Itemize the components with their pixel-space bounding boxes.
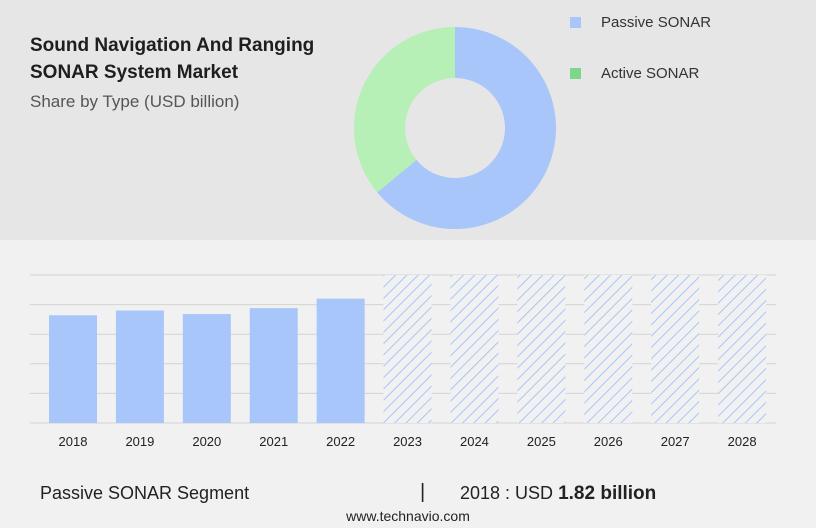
bar-2018 [49, 315, 97, 423]
chart-title: Sound Navigation And Ranging SONAR Syste… [30, 35, 315, 83]
source-credit: www.technavio.com [346, 508, 470, 524]
x-tick-label: 2018 [59, 434, 88, 449]
x-tick-label: 2028 [728, 434, 757, 449]
forecast-bar-2027 [651, 275, 700, 423]
forecast-bar-2024 [450, 275, 499, 423]
x-tick-label: 2022 [326, 434, 355, 449]
footer-value: 1.82 billion [558, 483, 657, 504]
x-tick-label: 2019 [125, 434, 154, 449]
donut-slice-passive [377, 27, 556, 230]
legend-label-passive: Passive SONAR [601, 14, 712, 31]
legend-item-active: Active SONAR [570, 65, 699, 82]
donut-chart [353, 27, 556, 230]
footer-highlight: 2018 : USD 1.82 billion [460, 483, 656, 505]
donut-slice-active [353, 27, 455, 193]
bar-chart: 2018 2019 2020 2021 2022 2023 2024 2025 2026 2027… [30, 274, 776, 449]
forecast-bar-2025 [517, 275, 566, 423]
footer-separator: | [420, 481, 426, 503]
footer-segment: Passive SONAR Segment [40, 483, 250, 503]
legend-label-active: Active SONAR [601, 65, 700, 82]
legend-swatch-passive [570, 17, 581, 28]
x-tick-label: 2026 [594, 434, 623, 449]
forecast-bar-2026 [584, 275, 633, 423]
x-tick-label: 2023 [393, 434, 422, 449]
chart-subtitle: Share by Type (USD billion) [30, 92, 240, 111]
legend-item-passive: Passive SONAR [570, 14, 711, 31]
x-tick-label: 2025 [527, 434, 556, 449]
bar-2019 [115, 310, 164, 423]
bar-2020 [182, 314, 231, 423]
footer-year-prefix: 2018 : USD [460, 483, 554, 503]
bar-2022 [316, 298, 365, 423]
x-tick-label: 2024 [460, 434, 489, 449]
legend-swatch-active [570, 68, 581, 79]
x-tick-label: 2021 [259, 434, 288, 449]
x-tick-label: 2027 [661, 434, 690, 449]
forecast-bar-2023 [383, 275, 432, 423]
forecast-bar-2028 [718, 275, 767, 423]
x-tick-label: 2020 [192, 434, 221, 449]
bar-2021 [249, 308, 298, 423]
